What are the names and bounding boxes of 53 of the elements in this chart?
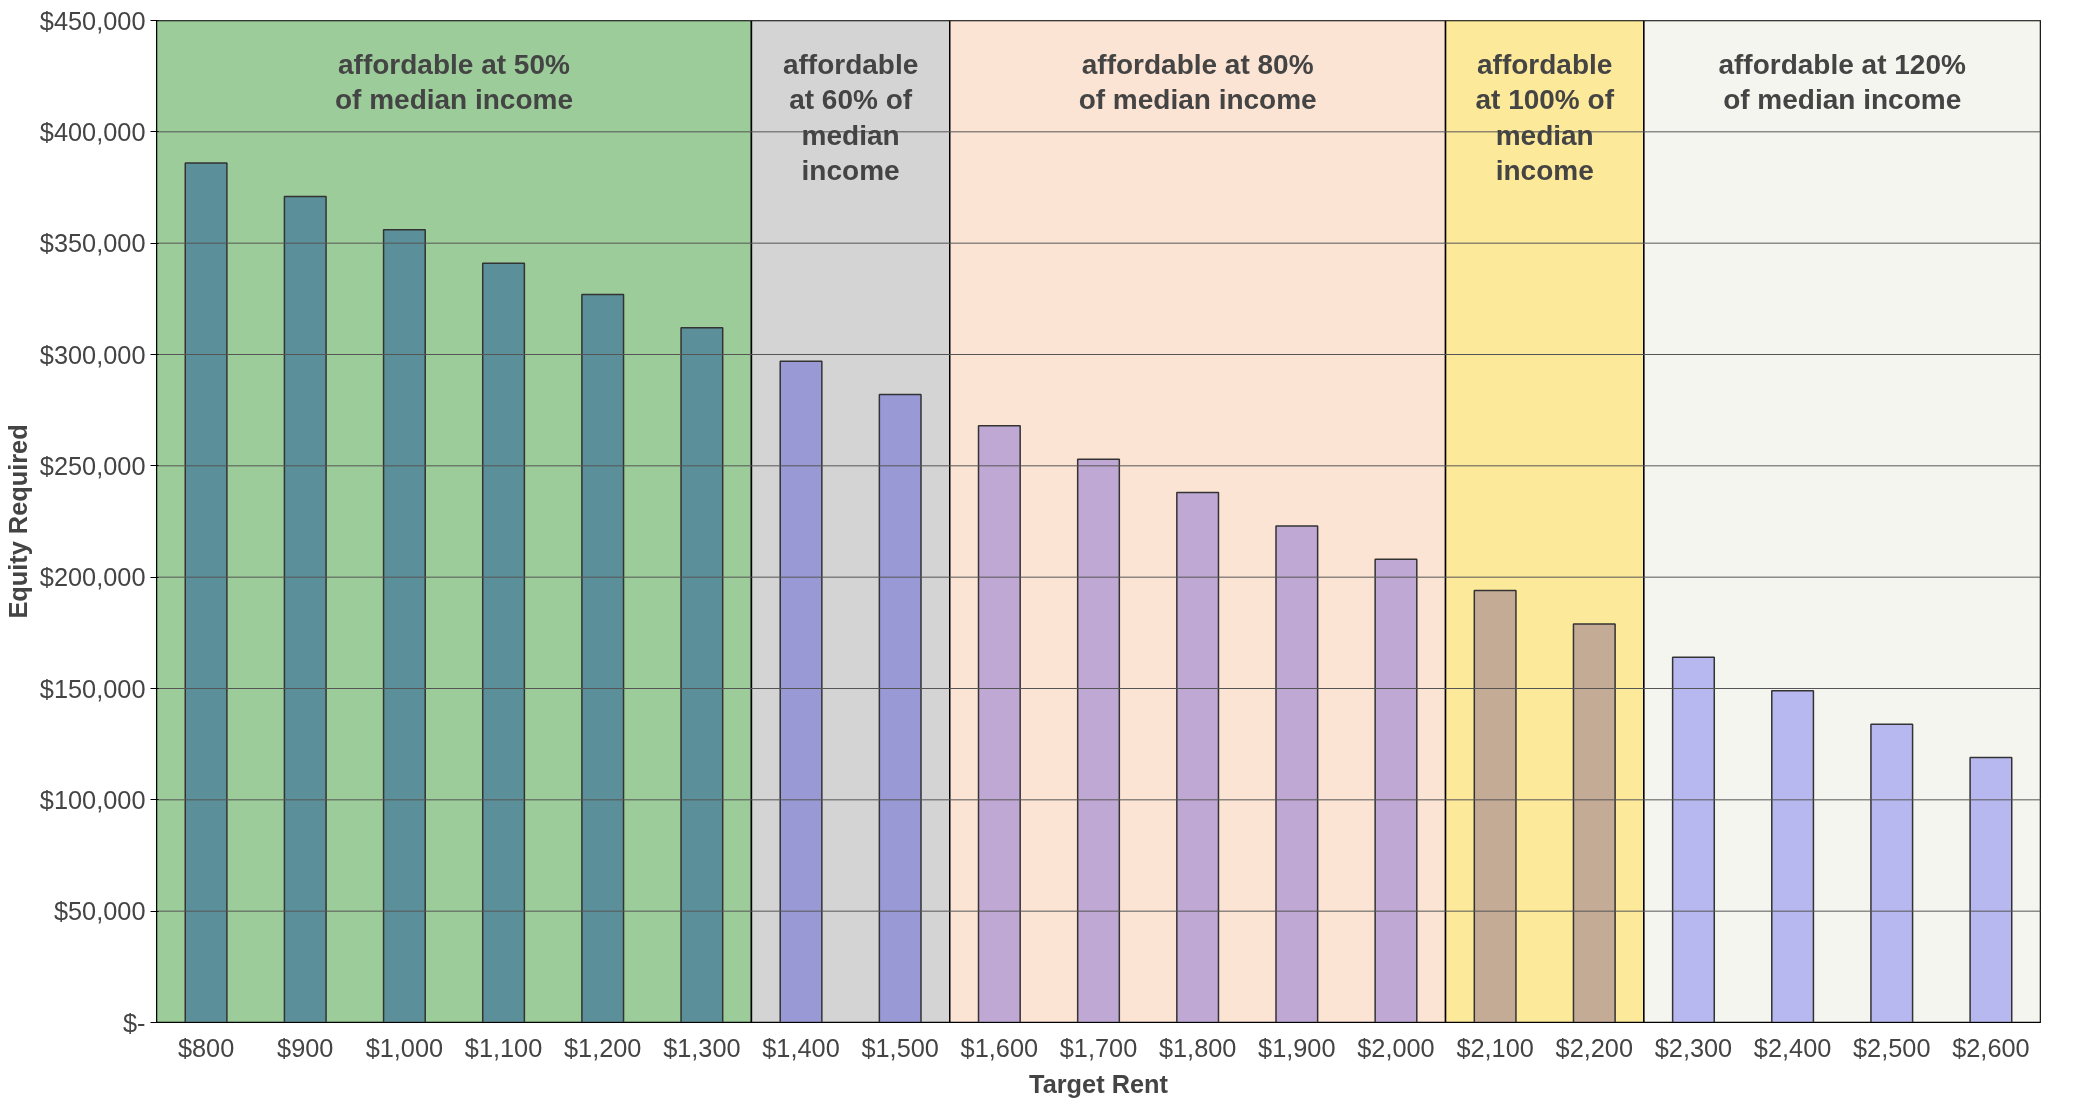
x-tick-label: $1,500 <box>861 1033 939 1062</box>
y-tick-label: $250,000 <box>39 451 146 480</box>
bar <box>1771 689 1815 1023</box>
bar <box>1473 589 1517 1023</box>
band-label: affordable at 80% of median income <box>1078 48 1317 116</box>
bar <box>878 393 922 1023</box>
x-tick-label: $2,500 <box>1853 1033 1931 1062</box>
x-tick-label: $1,700 <box>1059 1033 1138 1062</box>
x-tick-label: $800 <box>177 1033 235 1062</box>
bar <box>184 162 228 1023</box>
y-axis-title: Equity Required <box>3 424 32 619</box>
y-tick-label: $450,000 <box>39 6 146 35</box>
bar <box>1870 723 1914 1023</box>
band-label: affordable at 50% of median income <box>334 48 573 116</box>
y-tick-label: $50,000 <box>53 897 146 926</box>
x-tick-label: $1,800 <box>1158 1033 1237 1062</box>
y-tick-label: $350,000 <box>39 229 146 258</box>
x-tick-label: $1,400 <box>762 1033 840 1062</box>
x-tick-label: $2,600 <box>1952 1033 2030 1062</box>
bar <box>1671 656 1716 1023</box>
x-tick-label: $1,600 <box>960 1033 1039 1062</box>
x-tick-label: $1,300 <box>663 1033 741 1062</box>
bar <box>680 327 724 1023</box>
x-tick-label: $2,200 <box>1555 1033 1634 1062</box>
x-tick-label: $2,400 <box>1753 1033 1832 1062</box>
band-label: affordable at 120% of median income <box>1718 48 1966 116</box>
bar <box>283 195 327 1023</box>
y-tick-label: $200,000 <box>39 563 146 592</box>
bar <box>779 360 823 1023</box>
x-tick-label: $2,100 <box>1456 1033 1534 1062</box>
y-tick-label: $150,000 <box>39 674 146 703</box>
x-tick-label: $1,100 <box>464 1033 543 1062</box>
bar <box>1969 756 2013 1023</box>
bar <box>1374 558 1418 1023</box>
x-tick-label: $2,000 <box>1357 1033 1435 1062</box>
x-tick-label: $1,200 <box>563 1033 642 1062</box>
x-tick-label: $900 <box>277 1033 334 1062</box>
x-tick-label: $1,900 <box>1258 1033 1336 1062</box>
bar <box>382 229 426 1023</box>
bar <box>1076 458 1121 1023</box>
x-tick-label: $2,300 <box>1654 1033 1733 1062</box>
x-axis-title: Target Rent <box>1029 1069 1169 1098</box>
bar <box>977 425 1021 1023</box>
bar <box>481 262 526 1023</box>
bar <box>1176 491 1220 1023</box>
bar <box>581 293 625 1023</box>
bar <box>1275 525 1319 1023</box>
y-tick-label: $100,000 <box>39 785 146 814</box>
y-tick-label: $300,000 <box>39 340 146 369</box>
y-tick-label: $400,000 <box>39 117 146 146</box>
y-tick-label: $- <box>122 1008 146 1037</box>
x-tick-label: $1,000 <box>365 1033 444 1062</box>
bar <box>1572 623 1616 1023</box>
